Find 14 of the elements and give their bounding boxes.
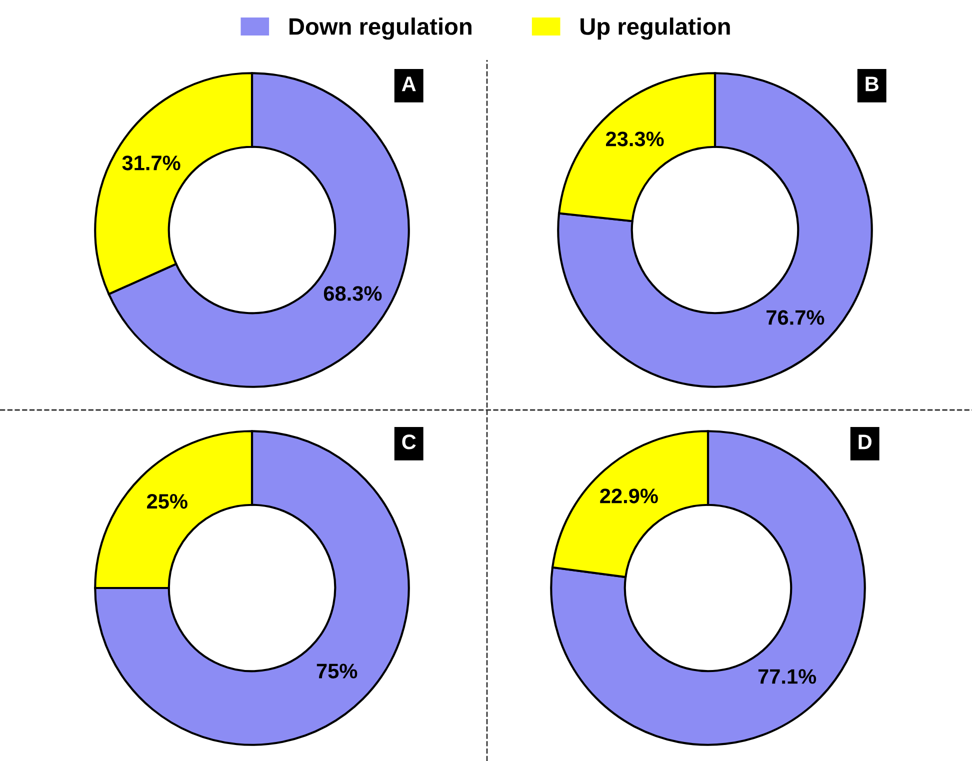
data-label: 31.7% [122, 156, 180, 170]
data-label: 75% [316, 664, 358, 678]
chart-title: C [402, 434, 416, 450]
chart-title: B [866, 76, 878, 92]
data-label: 25% [147, 494, 188, 509]
data-label: 76.7% [766, 310, 824, 325]
data-label: 23.3% [606, 132, 664, 146]
text: A [402, 76, 416, 92]
chart-title: D [858, 434, 872, 450]
data-label: 77.1% [758, 669, 816, 684]
legend-label: Up regulation [580, 18, 730, 40]
legend-label: Down regulation [290, 18, 472, 40]
data-label: 22.9% [600, 488, 658, 504]
data-label: 68.3% [324, 286, 382, 301]
